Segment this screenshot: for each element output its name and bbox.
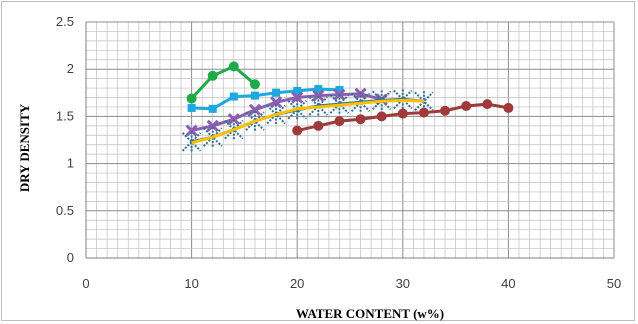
- data-point: [461, 101, 472, 112]
- data-point: [228, 61, 239, 72]
- data-point: [291, 91, 304, 104]
- data-point: [350, 92, 371, 113]
- data-point: [227, 113, 240, 126]
- data-point: [314, 85, 323, 94]
- data-point: [206, 119, 219, 132]
- grid: [85, 21, 615, 259]
- data-point: [418, 107, 429, 118]
- axes: [85, 22, 614, 259]
- data-point: [248, 103, 262, 116]
- x-axis-title: WATER CONTENT (w%): [296, 306, 444, 321]
- data-point: [249, 79, 260, 90]
- series-2: [187, 85, 344, 113]
- y-tick-label: 0.5: [56, 203, 74, 218]
- data-point: [186, 93, 197, 104]
- data-point: [181, 131, 202, 152]
- data-point: [229, 92, 238, 101]
- series-5: [191, 98, 424, 145]
- data-point: [312, 89, 325, 102]
- y-tick-label: 2: [67, 61, 74, 76]
- data-point: [308, 96, 329, 117]
- y-tick-label: 1.5: [56, 108, 74, 123]
- data-point: [245, 111, 265, 132]
- data-point: [393, 89, 413, 110]
- y-tick-label: 2.5: [56, 14, 74, 29]
- y-tick-label: 1: [67, 156, 74, 171]
- tick-labels: 0 10 20 30 40 50 0 0.5 1 1.5 2 2.5: [56, 14, 621, 291]
- series-line: [190, 64, 256, 100]
- data-point: [329, 94, 350, 115]
- data-point: [293, 86, 302, 95]
- data-point: [270, 96, 283, 109]
- data-point: [376, 111, 387, 122]
- series-line: [191, 92, 383, 133]
- x-tick-label: 40: [501, 276, 515, 291]
- data-point: [355, 114, 366, 125]
- data-point: [224, 119, 244, 140]
- data-point: [185, 124, 198, 137]
- x-tick-label: 0: [82, 276, 89, 291]
- data-point: [503, 102, 514, 113]
- data-point: [482, 99, 493, 110]
- data-point: [250, 91, 259, 100]
- data-point: [266, 104, 286, 125]
- data-point: [287, 99, 307, 120]
- data-point: [203, 127, 223, 148]
- data-point: [414, 91, 434, 112]
- data-point: [313, 120, 324, 131]
- data-point: [292, 125, 303, 136]
- data-point: [207, 70, 218, 81]
- series-1: [186, 61, 260, 104]
- series-6: [292, 99, 514, 136]
- y-axis-title: DRY DENSITY: [17, 103, 32, 192]
- data-point: [335, 85, 344, 94]
- x-tick-label: 10: [184, 276, 198, 291]
- series-line: [191, 98, 424, 145]
- x-tick-label: 50: [607, 276, 621, 291]
- data-point: [440, 105, 451, 116]
- series-group: [181, 61, 514, 152]
- data-point: [272, 88, 281, 97]
- x-tick-label: 30: [396, 276, 410, 291]
- x-tick-label: 20: [290, 276, 304, 291]
- data-point: [334, 116, 345, 127]
- data-point: [187, 103, 196, 112]
- y-tick-label: 0: [67, 250, 74, 265]
- data-point: [371, 90, 392, 111]
- data-point: [397, 108, 408, 119]
- data-point: [208, 104, 217, 113]
